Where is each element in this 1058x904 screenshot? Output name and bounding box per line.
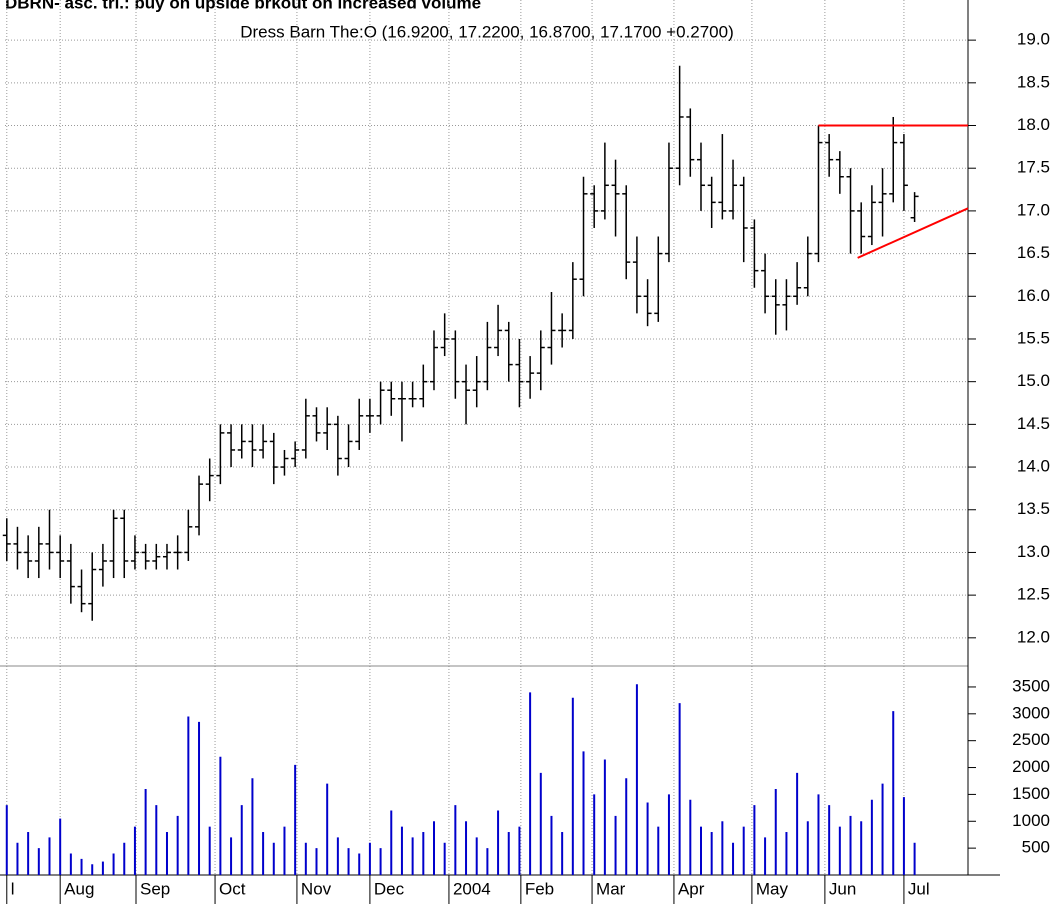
trend-line — [857, 207, 969, 259]
x-tick-label: Apr — [678, 879, 705, 898]
y-tick-label: 19.0 — [1017, 30, 1050, 49]
y-tick-label: 17.5 — [1017, 158, 1050, 177]
y-tick-label: 18.5 — [1017, 72, 1050, 91]
y-tick-label: 14.0 — [1017, 457, 1050, 476]
x-tick-label: Mar — [596, 879, 626, 898]
chart-subtitle: Dress Barn The:O (16.9200, 17.2200, 16.8… — [240, 22, 734, 41]
y2-tick-label: 1500 — [1012, 784, 1050, 803]
y-tick-label: 12.0 — [1017, 627, 1050, 646]
x-tick-label: Dec — [374, 879, 405, 898]
x-tick-label: Oct — [219, 879, 246, 898]
x-tick-label: Sep — [140, 879, 170, 898]
y2-tick-label: 2500 — [1012, 730, 1050, 749]
y-tick-label: 18.0 — [1017, 115, 1050, 134]
y2-tick-label: 1000 — [1012, 811, 1050, 830]
x-tick-label: Nov — [301, 879, 332, 898]
x-tick-label: Jun — [829, 879, 856, 898]
x-tick-label: l — [11, 879, 15, 898]
y-tick-label: 15.5 — [1017, 328, 1050, 347]
y2-tick-label: 500 — [1022, 838, 1050, 857]
y-tick-label: 15.0 — [1017, 371, 1050, 390]
chart-title: DBRN- asc. tri.: buy on upside brkout on… — [5, 0, 481, 12]
y-tick-label: 13.0 — [1017, 542, 1050, 561]
y2-tick-label: 2000 — [1012, 757, 1050, 776]
x-tick-label: Jul — [908, 879, 930, 898]
y-tick-label: 16.5 — [1017, 243, 1050, 262]
y-tick-label: 17.0 — [1017, 200, 1050, 219]
y-tick-label: 14.5 — [1017, 414, 1050, 433]
x-tick-label: 2004 — [453, 879, 491, 898]
y-tick-label: 16.0 — [1017, 286, 1050, 305]
x-tick-label: Feb — [525, 879, 554, 898]
y-tick-label: 12.5 — [1017, 585, 1050, 604]
x-tick-label: Aug — [64, 879, 94, 898]
x-tick-label: May — [756, 879, 789, 898]
y2-tick-label: 3500 — [1012, 676, 1050, 695]
y-tick-label: 13.5 — [1017, 499, 1050, 518]
y2-tick-label: 3000 — [1012, 703, 1050, 722]
